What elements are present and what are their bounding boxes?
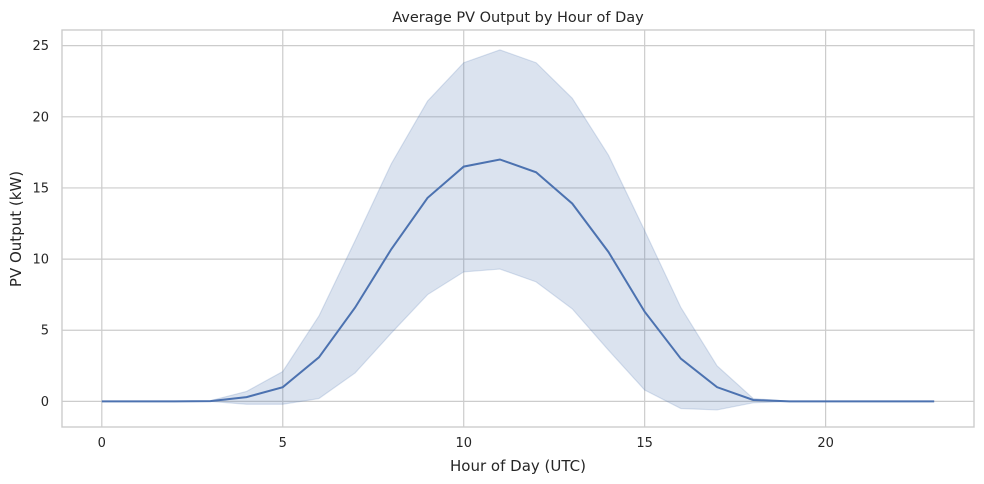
y-tick-labels: 0 5 10 15 20 25 bbox=[32, 39, 49, 410]
y-tick-label: 15 bbox=[32, 181, 49, 196]
y-axis-label: PV Output (kW) bbox=[7, 171, 25, 287]
y-tick-label: 25 bbox=[32, 39, 49, 54]
plot-frame bbox=[61, 29, 975, 428]
y-tick-label: 10 bbox=[32, 253, 49, 268]
x-tick-label: 10 bbox=[455, 436, 472, 451]
x-tick-label: 15 bbox=[636, 436, 653, 451]
x-tick-label: 5 bbox=[279, 436, 287, 451]
x-axis-label: Hour of Day (UTC) bbox=[450, 457, 586, 475]
x-tick-labels: 0 5 10 15 20 bbox=[98, 436, 834, 451]
y-tick-label: 0 bbox=[41, 395, 49, 410]
y-tick-label: 20 bbox=[32, 110, 49, 125]
x-tick-label: 0 bbox=[98, 436, 106, 451]
confidence-band bbox=[101, 49, 935, 411]
x-tick-label: 20 bbox=[817, 436, 834, 451]
chart-title: Average PV Output by Hour of Day bbox=[392, 10, 644, 26]
series-line bbox=[101, 158, 935, 403]
y-tick-label: 5 bbox=[41, 324, 49, 339]
